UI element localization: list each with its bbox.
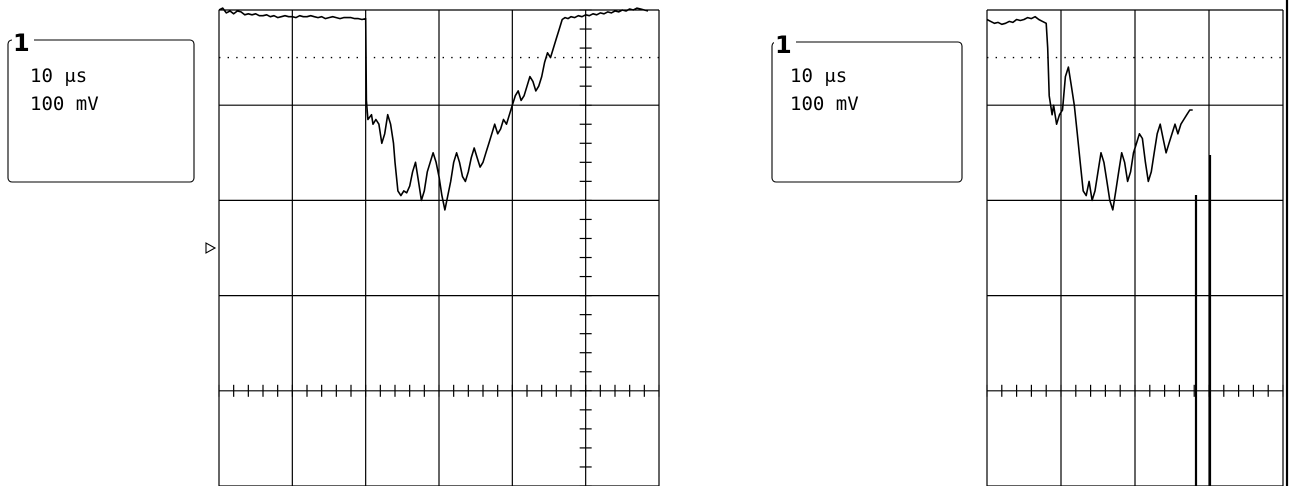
plot-area-left	[218, 7, 660, 486]
timebase-readout: 10 μs	[30, 65, 87, 87]
volts-readout: 100 mV	[30, 93, 99, 115]
volts-readout: 100 mV	[790, 93, 859, 115]
channel-readout-frame	[771, 41, 963, 183]
scope-svg-right: 1 10 μs 100 mV	[771, 0, 1289, 486]
timebase-readout: 10 μs	[790, 65, 847, 87]
ground-marker-left	[205, 242, 217, 254]
oscilloscope-right: 1 10 μs 100 mV	[766, 0, 1292, 486]
channel-number-bg	[12, 34, 34, 48]
channel-number: 1	[775, 31, 792, 59]
signal-trace-1	[218, 7, 649, 211]
channel-number-bg	[774, 34, 796, 48]
channel-box-left: 1 10 μs 100 mV	[7, 29, 195, 183]
channel-readout-frame	[7, 39, 195, 183]
oscilloscope-left: 1 10 μs 100 mV	[7, 7, 660, 486]
plot-area-right	[986, 0, 1289, 486]
scope-svg-left: 1 10 μs 100 mV	[7, 7, 660, 486]
channel-box-right: 1 10 μs 100 mV	[771, 31, 963, 183]
channel-number: 1	[13, 29, 30, 57]
signal-trace-1	[986, 15, 1193, 211]
